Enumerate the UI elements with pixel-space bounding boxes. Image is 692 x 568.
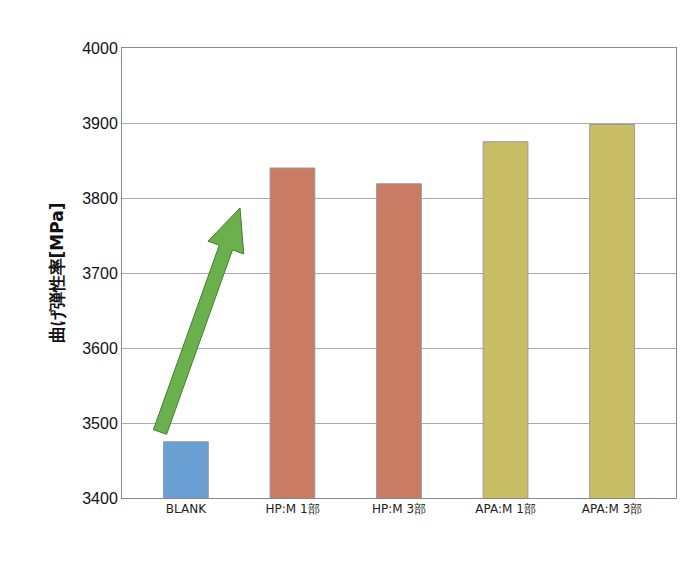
svg-text:APA:M 1部: APA:M 1部: [475, 502, 536, 516]
svg-text:3900: 3900: [82, 115, 118, 132]
svg-text:4000: 4000: [82, 40, 118, 57]
svg-text:3500: 3500: [82, 415, 118, 432]
svg-text:HP:M 3部: HP:M 3部: [372, 502, 426, 516]
svg-text:曲げ弾性率[MPa]: 曲げ弾性率[MPa]: [47, 203, 67, 344]
svg-text:3800: 3800: [82, 190, 118, 207]
svg-text:BLANK: BLANK: [166, 502, 207, 516]
svg-text:APA:M 3部: APA:M 3部: [582, 502, 643, 516]
svg-text:3700: 3700: [82, 265, 118, 282]
svg-text:3600: 3600: [82, 340, 118, 357]
svg-text:3400: 3400: [82, 490, 118, 507]
svg-text:HP:M 1部: HP:M 1部: [265, 502, 319, 516]
